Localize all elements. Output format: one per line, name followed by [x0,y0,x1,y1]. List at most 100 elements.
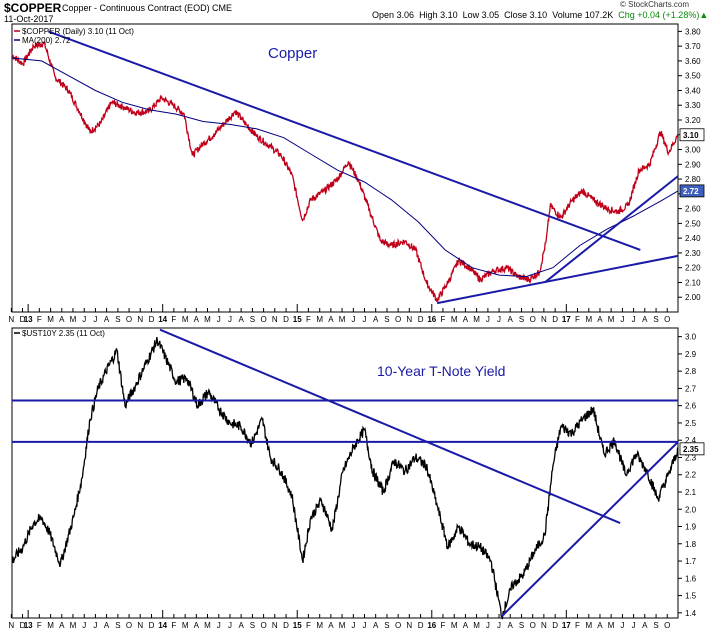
x-tick-label: 17 [562,621,571,630]
x-tick-label: S [115,315,120,324]
y-tick-label: 2.00 [685,293,701,302]
x-tick-label: M [451,315,458,324]
trendline [544,175,679,284]
x-tick-label: N [406,621,412,630]
y-tick-label: 2.80 [685,175,701,184]
last-value-label: 2.72 [683,187,699,196]
x-tick-label: S [250,621,255,630]
x-tick-label: J [620,621,624,630]
x-tick-label: O [126,315,132,324]
x-tick-label: D [552,621,558,630]
y-tick-label: 1.8 [685,540,697,549]
x-tick-label: 14 [158,315,167,324]
y-tick-label: 2.2 [685,471,697,480]
x-tick-label: S [250,315,255,324]
y-tick-label: 3.60 [685,57,701,66]
x-tick-label: A [642,621,648,630]
y-tick-label: 3.70 [685,42,701,51]
legend-label: $UST10Y 2.35 (11 Oct) [22,329,105,338]
x-tick-label: M [204,315,211,324]
y-tick-label: 2.9 [685,350,697,359]
x-tick-label: M [339,315,346,324]
x-tick-label: F [441,315,446,324]
x-tick-label: J [632,315,636,324]
x-tick-label: J [228,315,232,324]
x-tick-label: F [37,621,42,630]
x-tick-label: 16 [427,315,436,324]
x-tick-label: J [351,315,355,324]
x-tick-label: F [306,315,311,324]
x-tick-label: D [552,315,558,324]
x-tick-label: O [664,621,670,630]
x-tick-label: A [508,315,514,324]
change-text: Chg +0.04 (+1.28%) [618,10,700,20]
x-tick-label: 17 [562,315,571,324]
x-tick-label: A [508,621,514,630]
x-tick-label: A [194,621,200,630]
x-tick-label: S [115,621,120,630]
x-tick-label: O [395,315,401,324]
x-tick-label: A [328,315,334,324]
x-tick-label: F [306,621,311,630]
x-tick-label: J [363,621,367,630]
low-value: Low 3.05 [462,10,500,20]
x-tick-label: 14 [158,621,167,630]
y-tick-label: 1.5 [685,592,697,601]
x-tick-label: M [585,621,592,630]
x-tick-label: J [82,621,86,630]
x-tick-label: S [653,315,658,324]
x-tick-label: M [316,621,323,630]
y-tick-label: 2.40 [685,234,701,243]
x-tick-label: J [620,315,624,324]
x-tick-label: O [260,315,266,324]
x-tick-label: M [182,315,189,324]
x-tick-label: F [37,315,42,324]
x-tick-label: N [137,315,143,324]
x-tick-label: O [260,621,266,630]
x-tick-label: A [597,315,603,324]
x-tick-label: M [70,621,77,630]
x-tick-label: N [541,621,547,630]
x-tick-label: 13 [24,621,33,630]
x-tick-label: M [339,621,346,630]
y-tick-label: 2.3 [685,453,697,462]
x-tick-label: A [328,621,334,630]
x-tick-label: A [194,315,200,324]
y-tick-label: 3.80 [685,27,701,36]
x-tick-label: J [486,621,490,630]
y-tick-label: 1.9 [685,523,697,532]
y-tick-label: 2.10 [685,278,701,287]
last-value-tag [679,128,705,142]
x-tick-label: A [104,621,110,630]
x-tick-label: J [351,621,355,630]
x-tick-label: 15 [293,315,302,324]
last-value-label: 3.10 [683,131,699,140]
y-tick-label: 2.50 [685,219,701,228]
y-tick-label: 2.30 [685,249,701,258]
series-line-ma200 [11,57,679,278]
x-tick-label: M [585,315,592,324]
y-tick-label: 2.4 [685,436,697,445]
legend-label: $COPPER (Daily) 3.10 (11 Oct) [22,27,134,36]
x-tick-label: D [418,315,424,324]
x-tick-label: M [47,621,54,630]
y-tick-label: 3.00 [685,146,701,155]
x-tick-label: D [283,621,289,630]
x-tick-label: M [182,621,189,630]
x-tick-label: J [632,621,636,630]
x-tick-label: N [406,315,412,324]
y-tick-label: 2.60 [685,205,701,214]
x-tick-label: J [93,621,97,630]
x-tick-label: A [373,315,379,324]
y-tick-label: 2.20 [685,264,701,273]
x-tick-label: A [373,621,379,630]
x-tick-label: A [59,315,65,324]
series-line-copper [11,41,679,303]
last-value-label: 2.35 [683,445,699,454]
trendline [501,441,679,617]
x-tick-label: O [126,621,132,630]
quote-date: 11-Oct-2017 [4,14,54,24]
x-tick-label: N [272,315,278,324]
x-tick-label: M [70,315,77,324]
